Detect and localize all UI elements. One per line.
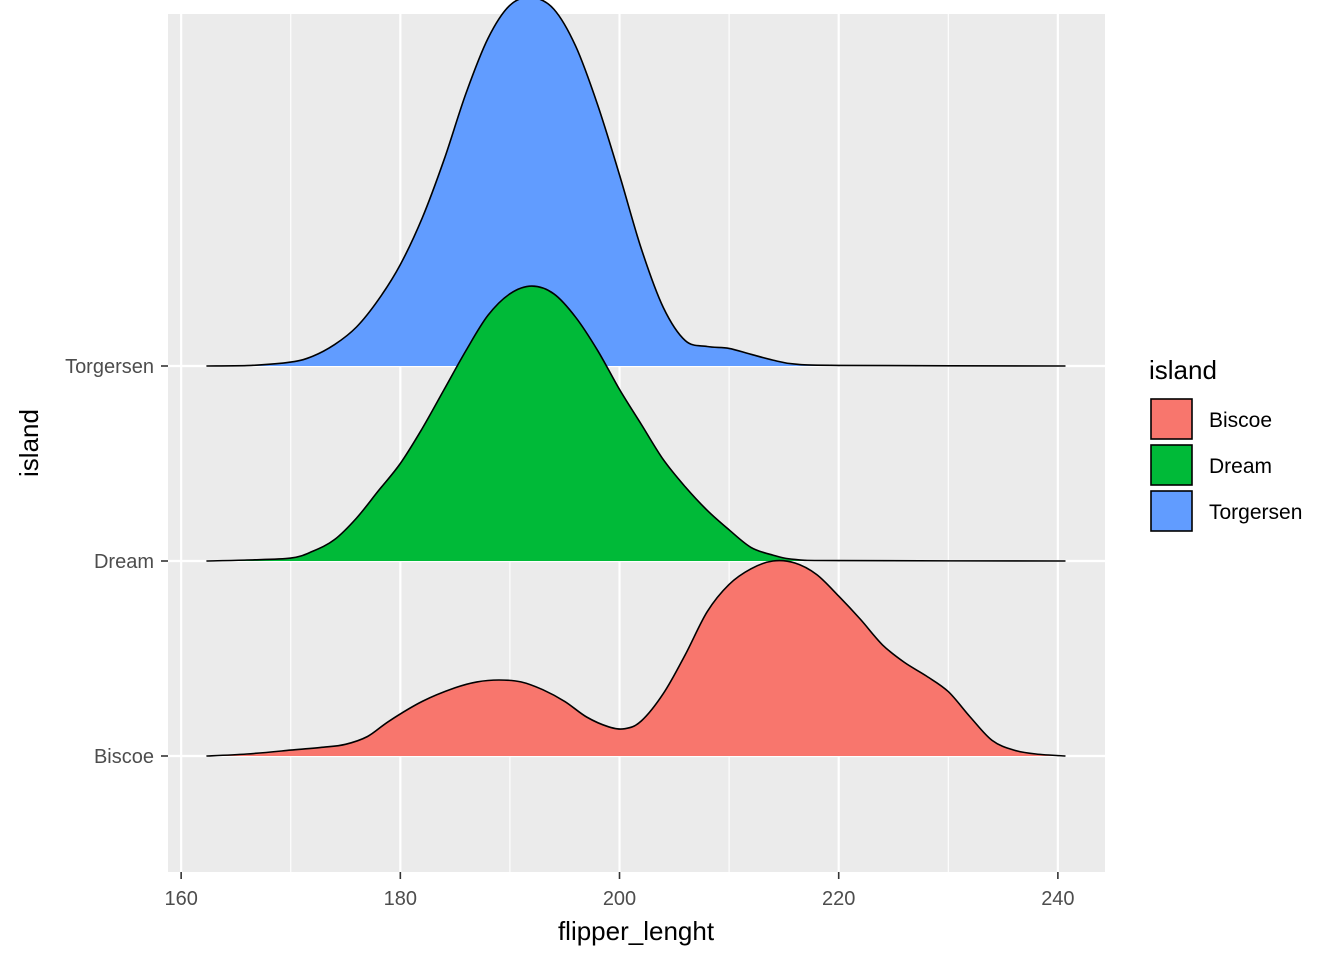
density-ridges — [206, 0, 1066, 757]
ridge-dream-area — [206, 286, 1066, 561]
legend-key-dream — [1150, 444, 1193, 486]
legend-label-torgersen: Torgersen — [1209, 501, 1302, 524]
legend-key-biscoe — [1150, 398, 1193, 440]
ridge-torgersen-outline — [206, 0, 1066, 367]
legend-title: island — [1149, 355, 1217, 385]
legend-label-biscoe: Biscoe — [1209, 409, 1272, 432]
x-tick-label: 200 — [603, 888, 636, 910]
y-tick-label: Biscoe — [94, 746, 154, 768]
x-axis: 160 180 200 220 240 — [164, 872, 1075, 910]
ridge-dream-outline — [206, 285, 1066, 562]
x-tick-label: 240 — [1041, 888, 1074, 910]
y-axis-title: island — [14, 409, 44, 477]
x-tick-label: 160 — [164, 888, 197, 910]
x-tick-label: 180 — [384, 888, 417, 910]
legend-label-dream: Dream — [1209, 455, 1272, 478]
legend-key-torgersen — [1150, 490, 1193, 532]
ridge-torgersen-area — [206, 0, 1066, 366]
x-axis-title: flipper_lenght — [558, 916, 715, 946]
legend: island Biscoe Dream Torgersen — [1149, 355, 1302, 532]
y-tick-label: Dream — [94, 551, 154, 573]
y-tick-label: Torgersen — [65, 356, 154, 378]
y-axis: Biscoe Dream Torgersen — [65, 356, 168, 768]
ridge-biscoe-outline — [206, 559, 1066, 757]
x-tick-label: 220 — [822, 888, 855, 910]
